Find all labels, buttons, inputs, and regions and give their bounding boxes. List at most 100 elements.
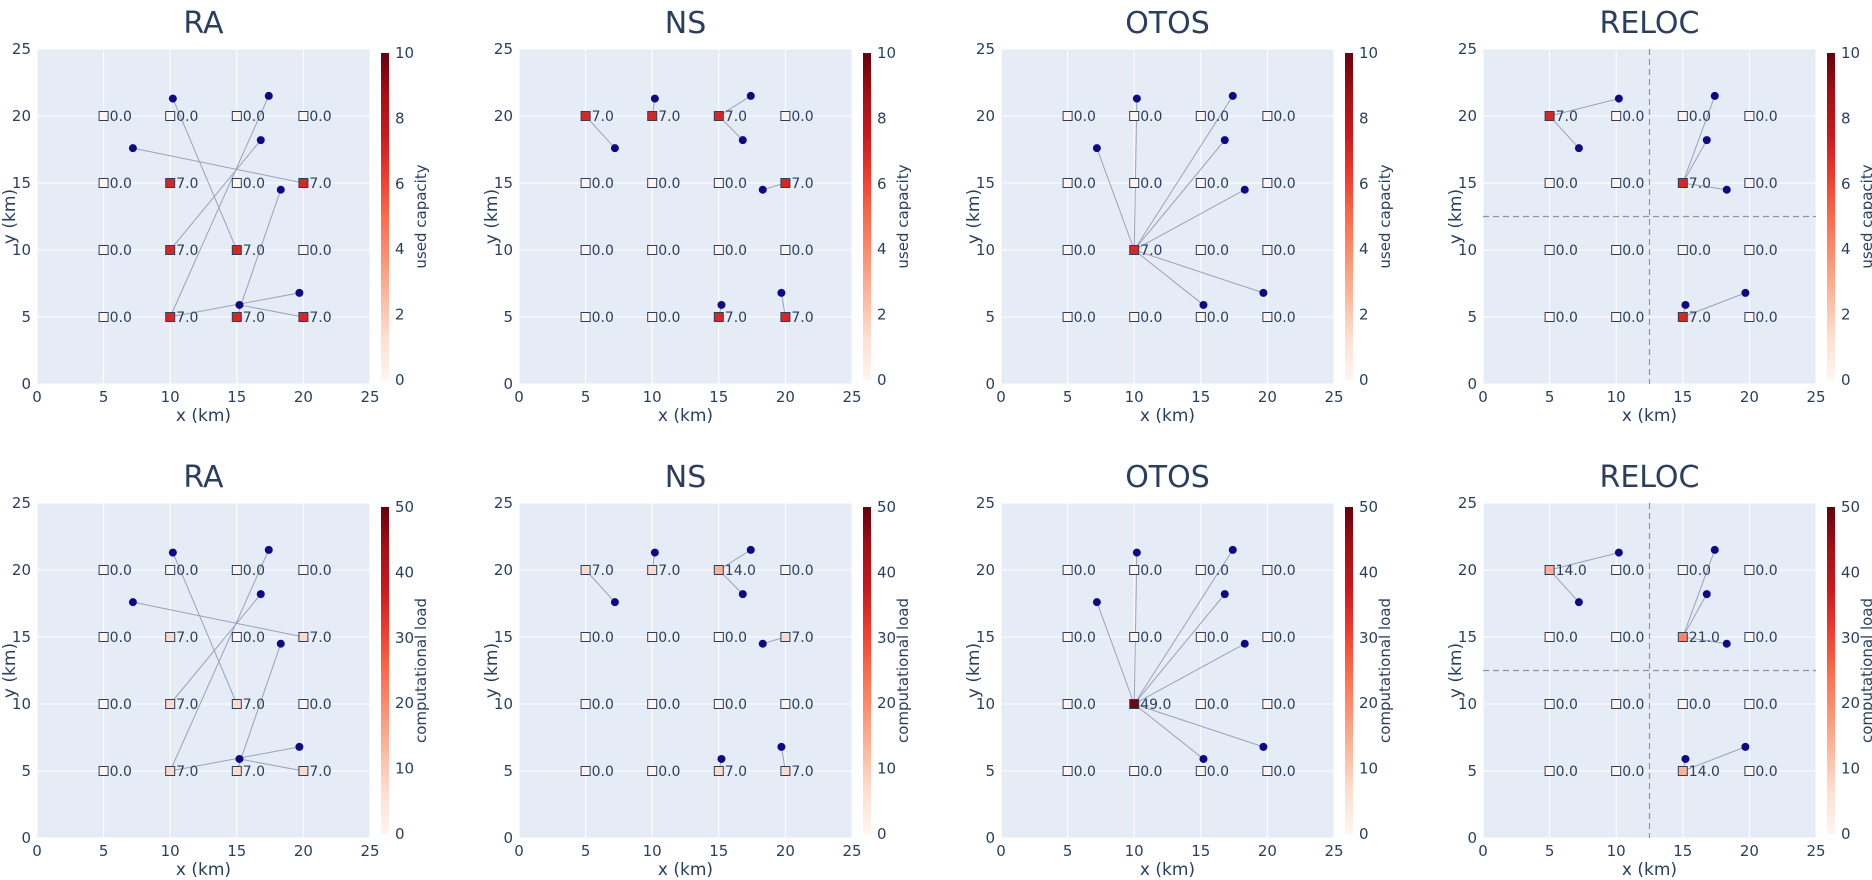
colorbar-tick-label: 4 [1841,240,1851,258]
x-tick-label: 20 [294,388,313,406]
assignment-link [1133,549,1234,705]
edge-site-value: 0.0 [791,697,813,713]
user-marker [1741,288,1750,297]
edge-site-marker [713,178,724,188]
y-tick-label: 10 [12,695,31,713]
edge-site-value: 7.0 [725,109,747,125]
edge-site-value: 0.0 [1622,697,1644,713]
edge-site-marker [1744,111,1755,121]
user-marker [1092,144,1101,153]
edge-site-value: 0.0 [1074,310,1096,326]
colorbar-title: used capacity [1858,164,1872,268]
edge-site-value: 0.0 [1622,630,1644,646]
subplot-ra-load: RA 0 5 10 15 20 25 0 5 10 15 20 25 x (km) y (km) 0.0 0.0… [0,460,430,880]
edge-site-marker [1611,312,1622,322]
colorbar-tick-label: 50 [395,498,414,516]
x-tick-label: 5 [1063,842,1073,860]
assignment-link [1549,98,1619,117]
colorbar-title: computational load [894,598,912,743]
assignment-link [1682,636,1727,645]
x-tick-label: 15 [1673,842,1692,860]
edge-site-marker [1062,766,1073,776]
y-tick-label: 5 [1467,308,1477,326]
edge-site-marker [713,699,724,709]
edge-site-marker [713,766,724,776]
x-tick-label: 15 [709,388,728,406]
colorbar-tick-label: 0 [877,825,887,843]
edge-site-value: 0.0 [1273,109,1295,125]
edge-site-value: 0.0 [1074,243,1096,259]
subplot-title: NS [665,460,706,495]
edge-site-marker [647,766,658,776]
edge-site-value: 7.0 [1140,243,1162,259]
edge-site-marker [1544,699,1555,709]
edge-site-marker [165,699,176,709]
edge-site-value: 0.0 [1273,243,1295,259]
x-tick-label: 25 [1324,842,1343,860]
edge-site-marker [1544,565,1555,575]
user-marker [1199,300,1208,309]
y-tick-label: 25 [12,40,31,58]
edge-site-marker [1195,632,1206,642]
edge-site-value: 7.0 [243,310,265,326]
user-marker [1741,742,1750,751]
y-tick-label: 10 [976,695,995,713]
edge-site-marker [165,245,176,255]
assignment-link [236,643,282,772]
edge-site-marker [165,111,176,121]
colorbar-tick-label: 2 [1841,306,1851,324]
y-tick-label: 20 [494,107,513,125]
edge-site-marker [1195,699,1206,709]
edge-site-marker [1062,565,1073,575]
edge-site-value: 0.0 [1689,697,1711,713]
edge-site-value: 0.0 [1074,176,1096,192]
subplot-title: OTOS [1125,460,1210,495]
user-marker [128,598,137,607]
user-marker [1240,639,1249,648]
user-marker [1199,754,1208,763]
assignment-link [239,304,304,318]
user-marker [128,144,137,153]
edge-site-marker [1544,312,1555,322]
edge-site-value: 0.0 [1273,630,1295,646]
edge-site-marker [1129,565,1140,575]
edge-site-value: 0.0 [110,764,132,780]
edge-site-value: 0.0 [1140,310,1162,326]
user-marker [717,300,726,309]
y-tick-label: 25 [494,494,513,512]
edge-site-marker [1262,565,1273,575]
edge-site-marker [231,245,242,255]
x-tick-label: 5 [581,388,591,406]
edge-site-value: 0.0 [1140,176,1162,192]
y-tick-label: 10 [1458,695,1477,713]
edge-site-value: 7.0 [592,563,614,579]
x-tick-label: 5 [1063,388,1073,406]
colorbar [381,507,389,834]
y-tick-label: 5 [503,308,513,326]
x-tick-label: 25 [1324,388,1343,406]
y-tick-label: 20 [12,107,31,125]
colorbar-tick-label: 20 [1841,694,1860,712]
edge-site-value: 7.0 [725,310,747,326]
edge-site-value: 0.0 [1622,243,1644,259]
edge-site-value: 0.0 [309,109,331,125]
edge-site-marker [580,632,591,642]
edge-site-marker [580,111,591,121]
edge-site-marker [165,632,176,642]
edge-site-marker [1611,565,1622,575]
edge-site-value: 7.0 [309,176,331,192]
edge-site-marker [647,699,658,709]
edge-site-marker [647,111,658,121]
y-tick-label: 0 [503,829,513,847]
assignment-link [1134,703,1264,748]
edge-site-value: 7.0 [243,697,265,713]
assignment-link [718,95,752,117]
y-tick-label: 0 [21,829,31,847]
colorbar-tick-label: 40 [1841,563,1860,581]
x-tick-label: 15 [227,842,246,860]
y-tick-label: 0 [1467,375,1477,393]
x-tick-label: 25 [1806,388,1825,406]
assignment-link [1549,552,1619,571]
colorbar-tick-label: 40 [1359,563,1378,581]
colorbar-tick-label: 50 [1359,498,1378,516]
